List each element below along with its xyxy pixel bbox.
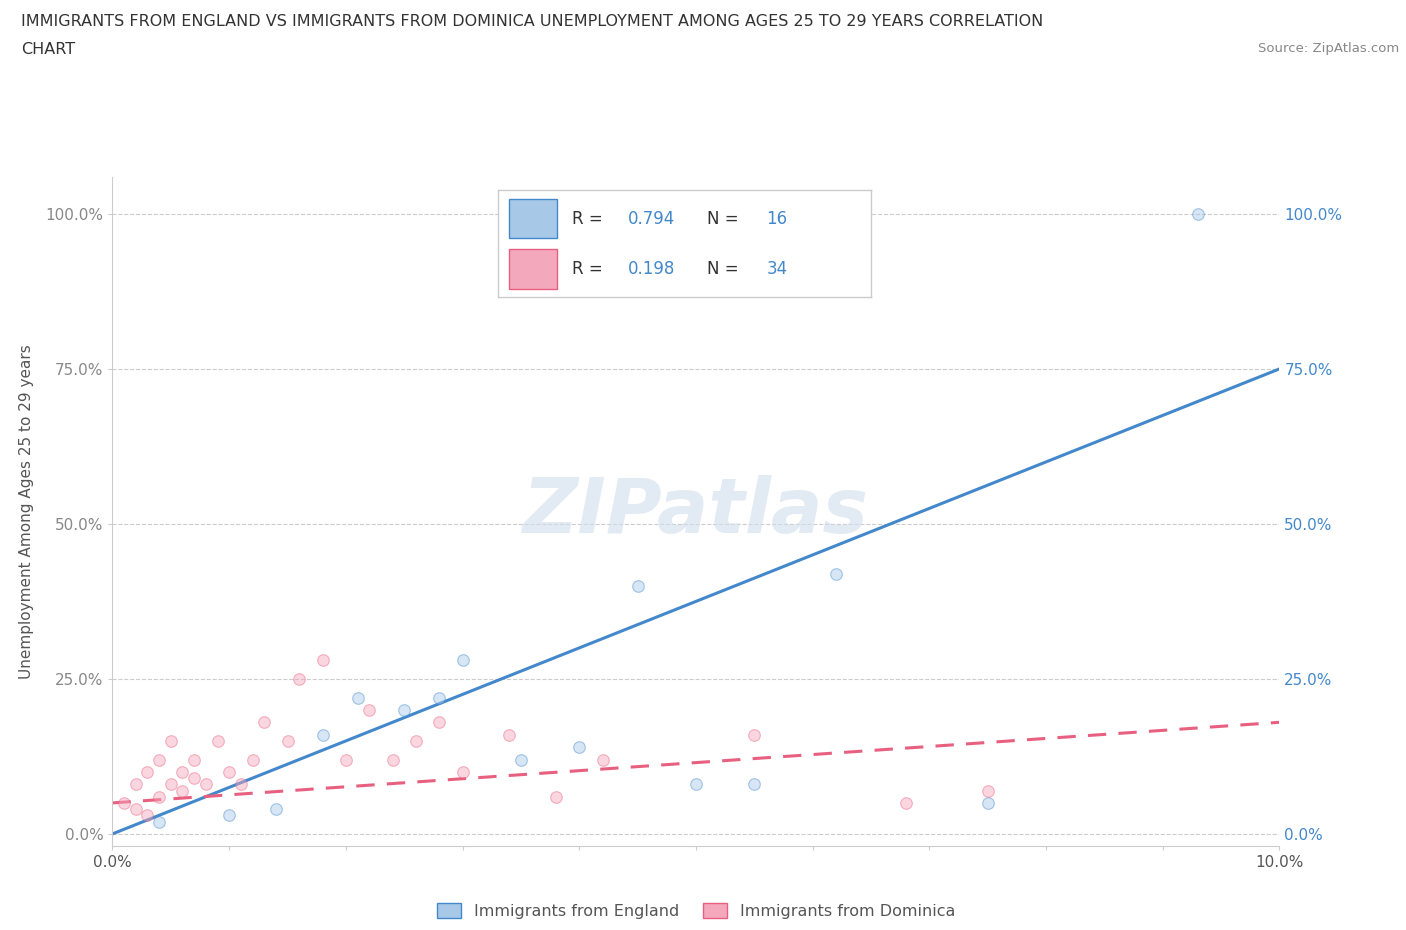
- Point: [160, 777, 183, 791]
- Point: [218, 808, 240, 823]
- Point: [264, 802, 287, 817]
- Point: [592, 752, 614, 767]
- Point: [253, 715, 276, 730]
- Text: ZIPatlas: ZIPatlas: [523, 474, 869, 549]
- Point: [392, 702, 416, 717]
- Point: [894, 795, 917, 810]
- Point: [311, 653, 333, 668]
- Point: [335, 752, 357, 767]
- Point: [172, 783, 194, 798]
- Point: [405, 734, 427, 749]
- Point: [381, 752, 404, 767]
- Legend: Immigrants from England, Immigrants from Dominica: Immigrants from England, Immigrants from…: [430, 897, 962, 925]
- Point: [148, 814, 170, 829]
- Point: [160, 734, 183, 749]
- Point: [125, 777, 148, 791]
- Point: [498, 727, 520, 742]
- Point: [976, 783, 998, 798]
- Point: [136, 764, 159, 779]
- Point: [125, 802, 148, 817]
- Text: IMMIGRANTS FROM ENGLAND VS IMMIGRANTS FROM DOMINICA UNEMPLOYMENT AMONG AGES 25 T: IMMIGRANTS FROM ENGLAND VS IMMIGRANTS FR…: [21, 14, 1043, 29]
- Point: [451, 653, 474, 668]
- Point: [136, 808, 159, 823]
- Point: [976, 795, 998, 810]
- Point: [288, 671, 311, 686]
- Point: [276, 734, 298, 749]
- Point: [742, 777, 765, 791]
- Point: [218, 764, 240, 779]
- Point: [742, 727, 765, 742]
- Point: [568, 739, 591, 754]
- Point: [172, 764, 194, 779]
- Text: CHART: CHART: [21, 42, 75, 57]
- Point: [183, 752, 205, 767]
- Point: [148, 752, 170, 767]
- Point: [626, 578, 648, 593]
- Point: [207, 734, 229, 749]
- Point: [1187, 206, 1209, 221]
- Point: [346, 690, 368, 705]
- Point: [359, 702, 381, 717]
- Point: [148, 790, 170, 804]
- Y-axis label: Unemployment Among Ages 25 to 29 years: Unemployment Among Ages 25 to 29 years: [20, 344, 34, 679]
- Point: [544, 790, 567, 804]
- Point: [311, 727, 333, 742]
- Text: Source: ZipAtlas.com: Source: ZipAtlas.com: [1258, 42, 1399, 55]
- Point: [229, 777, 252, 791]
- Point: [451, 764, 474, 779]
- Point: [509, 752, 531, 767]
- Point: [685, 777, 707, 791]
- Point: [427, 715, 450, 730]
- Point: [112, 795, 135, 810]
- Point: [183, 771, 205, 786]
- Point: [427, 690, 450, 705]
- Point: [194, 777, 217, 791]
- Point: [242, 752, 264, 767]
- Point: [825, 566, 848, 581]
